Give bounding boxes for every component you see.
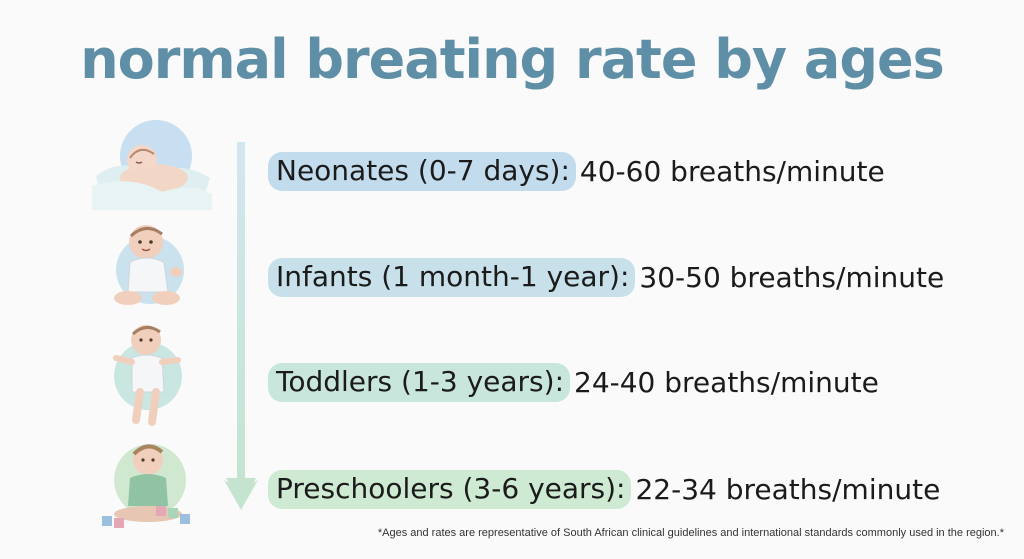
- sitting-infant-illustration: [114, 225, 184, 305]
- breathing-rate: 30-50 breaths/minute: [639, 260, 945, 294]
- breathing-rate: 22-34 breaths/minute: [635, 472, 941, 506]
- row-preschoolers: Preschoolers (3-6 years): 22-34 breaths/…: [268, 467, 940, 511]
- row-neonates: Neonates (0-7 days): 40-60 breaths/minut…: [268, 149, 885, 193]
- age-label: Toddlers (1-3 years):: [268, 362, 570, 402]
- down-arrow-icon: [224, 142, 258, 510]
- age-label: Infants (1 month-1 year):: [268, 257, 636, 297]
- row-infants: Infants (1 month-1 year): 30-50 breaths/…: [268, 255, 944, 299]
- breathing-rate: 24-40 breaths/minute: [574, 365, 879, 399]
- row-toddlers: Toddlers (1-3 years): 24-40 breaths/minu…: [268, 360, 879, 404]
- preschooler-with-blocks-illustration: [102, 444, 190, 528]
- age-label: Preschoolers (3-6 years):: [268, 469, 632, 509]
- page-title: normal breating rate by ages: [80, 28, 945, 91]
- age-label: Neonates (0-7 days):: [268, 151, 576, 191]
- walking-toddler-illustration: [113, 325, 182, 426]
- footnote: *Ages and rates are representative of So…: [377, 527, 1004, 539]
- breathing-rate: 40-60 breaths/minute: [579, 154, 885, 188]
- sleeping-newborn-illustration: [92, 120, 212, 210]
